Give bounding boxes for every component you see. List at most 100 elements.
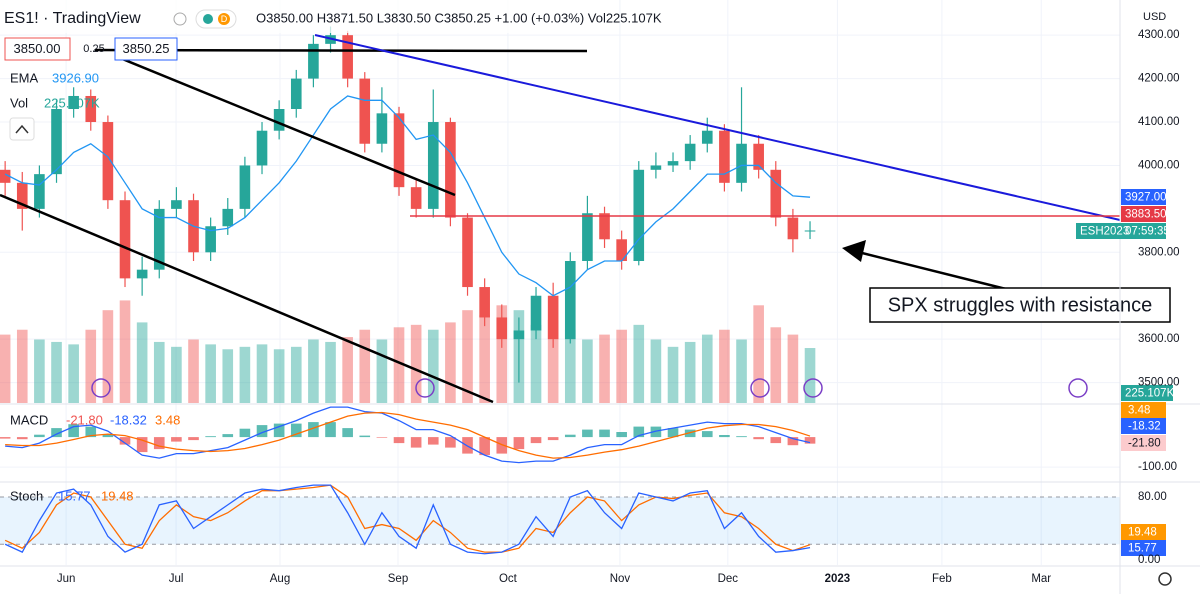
candle-body [684, 143, 696, 162]
x-tick-label: Jul [169, 573, 184, 585]
candle-body [719, 130, 730, 183]
legend-label: EMA [10, 70, 39, 85]
badge-text: 15.77 [1128, 543, 1157, 555]
settings-icon[interactable] [1158, 572, 1172, 586]
histogram-bar [136, 437, 148, 453]
collapse-button[interactable] [9, 117, 35, 141]
badge [1076, 223, 1166, 239]
volume-bar [239, 346, 251, 403]
volume-bar [222, 349, 234, 403]
histogram-bar [85, 426, 97, 438]
volume-bar [633, 324, 645, 403]
histogram-bar [222, 434, 234, 438]
candle-body [616, 239, 627, 261]
candle-body [119, 200, 131, 279]
volume-bar [530, 324, 542, 403]
volume-bar [256, 344, 268, 403]
histogram-bar [547, 437, 559, 441]
x-tick-label: Sep [388, 573, 408, 585]
candle-body [68, 95, 79, 110]
badge-text: 3.48 [1128, 405, 1150, 417]
histogram-bar [16, 437, 28, 440]
histogram-bar [273, 423, 285, 438]
volume-bar [410, 324, 422, 403]
histogram-bar [513, 437, 525, 450]
candle-body [85, 95, 97, 123]
buy-price[interactable]: 3850.25 [123, 41, 170, 56]
y-tick-label: -100.00 [1138, 461, 1177, 473]
event-icon[interactable] [1068, 378, 1088, 398]
volume-bar [85, 329, 97, 403]
badge [1121, 524, 1166, 540]
histogram-bar [479, 437, 490, 456]
histogram-bar [736, 436, 747, 438]
y-tick-label: 4000.00 [1138, 159, 1180, 171]
x-tick-label: Mar [1031, 573, 1051, 585]
candle-body [290, 78, 302, 110]
trend-line [119, 56, 456, 197]
candle-body [462, 217, 473, 288]
volume-bar [445, 322, 456, 403]
plot-layer [0, 0, 1120, 565]
histogram-bar [667, 428, 679, 438]
volume-bar [770, 327, 782, 403]
event-icon[interactable] [803, 378, 823, 398]
histogram-bar [376, 437, 388, 438]
candle-body [530, 295, 542, 331]
event-icon[interactable] [750, 378, 770, 398]
event-icon[interactable] [415, 378, 435, 398]
icon [203, 14, 213, 24]
buy-button[interactable] [114, 37, 178, 61]
badge [1121, 206, 1166, 222]
candle-body [239, 165, 251, 209]
volume-bar [736, 339, 747, 403]
histogram-bar [804, 437, 816, 444]
y-tick-label: 0.00 [1138, 554, 1160, 566]
candle-body [650, 165, 662, 170]
volume-bar [427, 329, 439, 403]
interval: D [221, 14, 228, 24]
candle-body [205, 226, 216, 253]
stoch-k-line [4, 484, 811, 555]
badge-text: 3927.00 [1125, 192, 1167, 204]
sell-price[interactable]: 3850.00 [14, 41, 61, 56]
candle-body [16, 182, 28, 209]
legend-value: 19.48 [101, 488, 134, 503]
candle-body [787, 217, 799, 240]
event-icon[interactable] [91, 378, 111, 398]
volume-bar [119, 300, 131, 403]
histogram-bar [410, 437, 422, 448]
stoch-d-line [4, 484, 811, 553]
y-tick-label: 4100.00 [1138, 116, 1180, 128]
candle-body [256, 130, 268, 166]
volume-bar [205, 344, 216, 403]
icon[interactable] [173, 12, 187, 26]
candle-body [496, 317, 508, 340]
volume-bar [325, 341, 336, 403]
event-icons [91, 378, 1088, 398]
candle-body [427, 122, 439, 209]
candle-body [308, 43, 319, 79]
candle-body [376, 113, 388, 144]
histogram-bar [205, 436, 216, 438]
header-bg [0, 0, 600, 33]
volume-bar [359, 329, 371, 403]
badge [1121, 418, 1166, 434]
y-tick-label: 3800.00 [1138, 246, 1180, 258]
histogram-bar [770, 437, 782, 444]
histogram-bar [119, 437, 131, 445]
histogram-bar [701, 431, 713, 438]
volume-bar [16, 329, 28, 403]
volume-bar [68, 344, 79, 403]
sell-button[interactable] [4, 37, 71, 61]
x-tick-label: Oct [499, 573, 518, 585]
histogram-bar [308, 422, 319, 438]
x-tick-label: Dec [718, 573, 739, 585]
x-tick-label: 2023 [825, 573, 851, 585]
currency[interactable]: USD [1143, 11, 1166, 23]
spread: 0.25 [83, 43, 104, 55]
macd-line [5, 406, 811, 464]
volume-bar [650, 339, 662, 403]
